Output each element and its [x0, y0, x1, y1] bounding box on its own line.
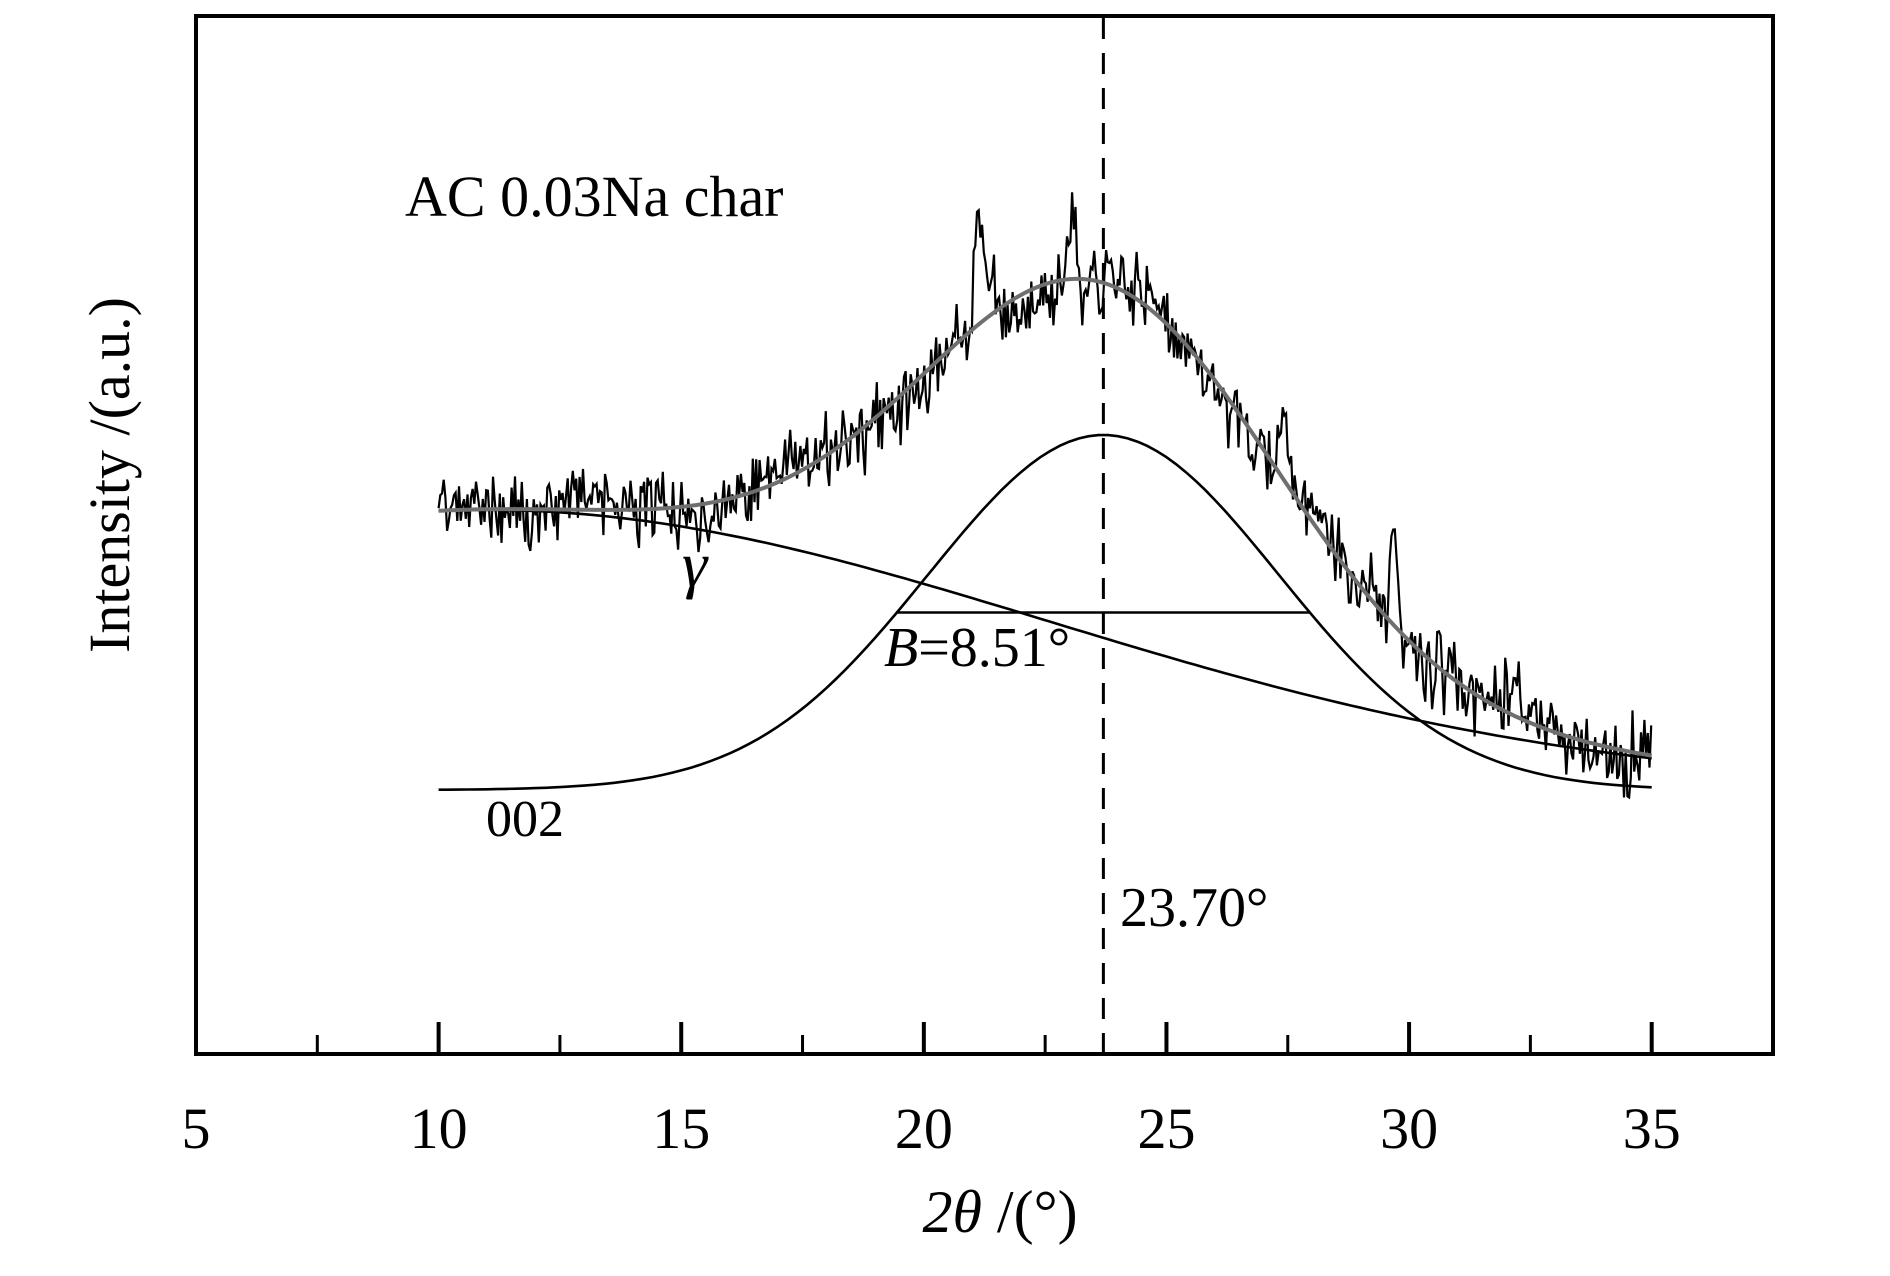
- gamma-band-label: γ: [682, 529, 708, 600]
- sample-title: AC 0.03Na char: [405, 164, 784, 229]
- label-part: 2: [922, 1179, 953, 1245]
- x-tick-label: 30: [1380, 1096, 1439, 1161]
- x-tick-label: 20: [894, 1096, 953, 1161]
- y-axis-label: Intensity /(a.u.): [77, 297, 142, 653]
- axis-ticks: [194, 1022, 1654, 1052]
- label-part: /(°): [981, 1179, 1078, 1245]
- x-tick-label: 5: [181, 1096, 211, 1161]
- label-part: B: [884, 617, 919, 679]
- x-tick-label: 15: [652, 1096, 711, 1161]
- plot-frame: [194, 14, 1775, 1056]
- x-axis-label: 2θ /(°): [922, 1182, 1077, 1242]
- x-tick-label: 25: [1137, 1096, 1196, 1161]
- fit-envelope-curve: [438, 276, 1653, 758]
- band-002-label: 002: [486, 791, 564, 848]
- label-part: θ: [952, 1179, 982, 1245]
- label-part: =8.51°: [918, 617, 1071, 679]
- fwhm-value-label: B=8.51°: [884, 620, 1070, 676]
- x-tick-label: 35: [1622, 1096, 1681, 1161]
- x-tick-label: 10: [409, 1096, 468, 1161]
- peak-center-label: 23.70°: [1120, 877, 1269, 939]
- band-002-curve: [438, 433, 1652, 791]
- experimental-data-curve: [437, 192, 1653, 800]
